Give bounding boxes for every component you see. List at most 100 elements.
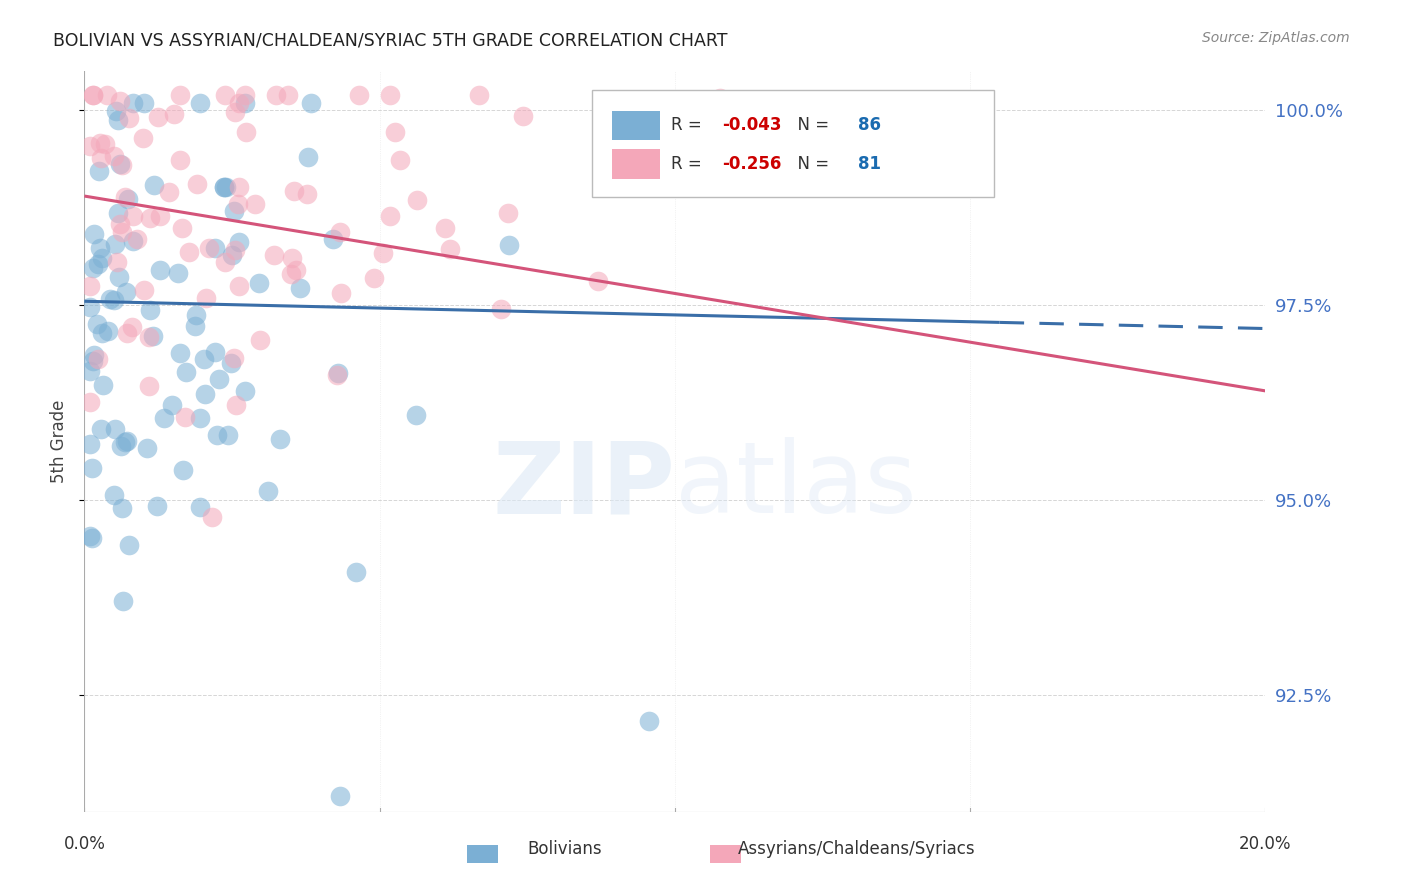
Point bbox=[201, 510, 224, 524]
Point bbox=[439, 242, 461, 256]
Point bbox=[111, 594, 134, 608]
Point bbox=[118, 111, 141, 125]
Text: ZIP: ZIP bbox=[492, 437, 675, 534]
Point bbox=[169, 346, 191, 360]
Point bbox=[586, 274, 609, 288]
Point bbox=[257, 484, 280, 499]
Point bbox=[87, 351, 110, 366]
Text: 81: 81 bbox=[858, 155, 882, 173]
Point bbox=[378, 87, 401, 102]
Point bbox=[169, 153, 191, 168]
Text: N =: N = bbox=[787, 155, 834, 173]
Point bbox=[235, 125, 257, 139]
Point bbox=[110, 439, 132, 453]
Point bbox=[127, 232, 149, 246]
Point bbox=[90, 151, 112, 165]
Point bbox=[295, 187, 318, 202]
Point bbox=[79, 364, 101, 378]
Point bbox=[174, 409, 197, 424]
Point bbox=[103, 149, 125, 163]
Point bbox=[249, 334, 271, 348]
Point bbox=[389, 153, 412, 168]
Point bbox=[160, 398, 183, 412]
Point bbox=[172, 463, 194, 477]
Point bbox=[121, 235, 143, 249]
Point bbox=[118, 538, 141, 552]
Point bbox=[103, 293, 125, 308]
Point bbox=[498, 237, 520, 252]
Point bbox=[146, 499, 169, 513]
Point bbox=[406, 193, 429, 207]
Text: 86: 86 bbox=[858, 117, 882, 135]
Point bbox=[111, 158, 134, 172]
Text: R =: R = bbox=[671, 155, 707, 173]
Point bbox=[228, 235, 250, 250]
Point bbox=[143, 178, 166, 192]
Point bbox=[204, 241, 226, 255]
Point bbox=[195, 291, 218, 305]
Point bbox=[709, 91, 731, 105]
Point bbox=[299, 95, 322, 110]
Point bbox=[79, 279, 101, 293]
Point bbox=[107, 112, 129, 127]
Point bbox=[138, 379, 160, 393]
Text: -0.256: -0.256 bbox=[723, 155, 782, 173]
Text: BOLIVIAN VS ASSYRIAN/CHALDEAN/SYRIAC 5TH GRADE CORRELATION CHART: BOLIVIAN VS ASSYRIAN/CHALDEAN/SYRIAC 5TH… bbox=[53, 31, 728, 49]
Point bbox=[228, 196, 250, 211]
Point bbox=[277, 87, 299, 102]
Point bbox=[110, 217, 132, 231]
Point bbox=[87, 257, 110, 271]
Point bbox=[86, 317, 108, 331]
Point bbox=[87, 164, 110, 178]
Point bbox=[224, 243, 246, 257]
Point bbox=[142, 329, 165, 343]
Point bbox=[347, 87, 370, 102]
Point bbox=[115, 434, 138, 448]
Point bbox=[79, 529, 101, 543]
Point bbox=[166, 266, 188, 280]
Text: -0.043: -0.043 bbox=[723, 117, 782, 135]
Text: Bolivians: Bolivians bbox=[527, 840, 602, 858]
Point bbox=[228, 180, 250, 194]
Point bbox=[215, 180, 238, 194]
Point bbox=[193, 351, 215, 366]
Bar bbox=[612, 149, 659, 178]
Point bbox=[174, 365, 197, 379]
Point bbox=[94, 137, 117, 152]
Point bbox=[139, 211, 162, 226]
Point bbox=[188, 95, 211, 110]
Point bbox=[269, 432, 291, 446]
Point bbox=[184, 308, 207, 322]
Point bbox=[103, 488, 125, 502]
Point bbox=[326, 368, 349, 382]
Point bbox=[283, 184, 305, 198]
Point bbox=[104, 422, 127, 436]
Point bbox=[114, 435, 136, 450]
Point bbox=[214, 87, 236, 102]
Point bbox=[93, 378, 115, 392]
Point bbox=[247, 277, 270, 291]
Point bbox=[221, 247, 243, 261]
Point bbox=[297, 150, 319, 164]
Point bbox=[98, 292, 121, 306]
Text: Source: ZipAtlas.com: Source: ZipAtlas.com bbox=[1202, 31, 1350, 45]
Point bbox=[329, 286, 352, 301]
Point bbox=[97, 324, 120, 338]
Point bbox=[326, 366, 349, 380]
Point bbox=[378, 209, 401, 223]
Point bbox=[153, 411, 176, 425]
Point bbox=[121, 320, 143, 334]
Point bbox=[90, 422, 112, 436]
Point bbox=[163, 107, 186, 121]
Point bbox=[139, 303, 162, 318]
Point bbox=[194, 386, 217, 401]
Point bbox=[122, 209, 145, 223]
Point bbox=[405, 408, 427, 422]
Point bbox=[91, 251, 114, 265]
Point bbox=[233, 95, 256, 110]
Point bbox=[188, 500, 211, 514]
Point bbox=[91, 326, 114, 340]
Point bbox=[212, 179, 235, 194]
FancyBboxPatch shape bbox=[592, 90, 994, 197]
Text: Assyrians/Chaldeans/Syriacs: Assyrians/Chaldeans/Syriacs bbox=[738, 840, 976, 858]
